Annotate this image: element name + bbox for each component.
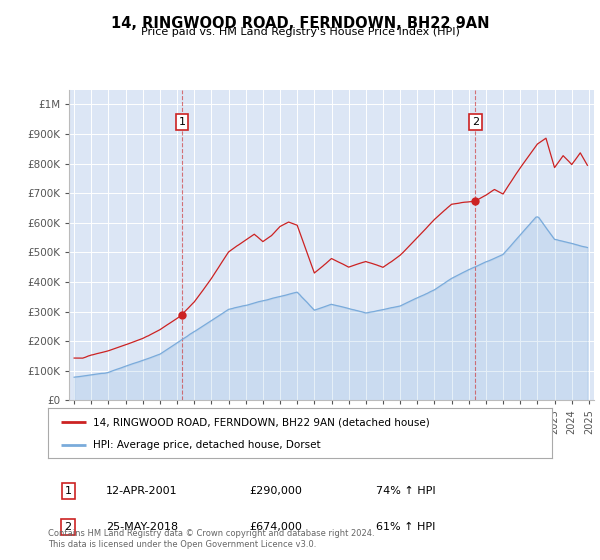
Text: 25-MAY-2018: 25-MAY-2018 xyxy=(106,522,178,533)
Text: 14, RINGWOOD ROAD, FERNDOWN, BH22 9AN: 14, RINGWOOD ROAD, FERNDOWN, BH22 9AN xyxy=(111,16,489,31)
Text: £290,000: £290,000 xyxy=(250,486,302,496)
Text: 74% ↑ HPI: 74% ↑ HPI xyxy=(376,486,435,496)
Text: 2: 2 xyxy=(472,117,479,127)
Text: 1: 1 xyxy=(178,117,185,127)
Text: Contains HM Land Registry data © Crown copyright and database right 2024.
This d: Contains HM Land Registry data © Crown c… xyxy=(48,529,374,549)
Text: £674,000: £674,000 xyxy=(250,522,302,533)
Text: HPI: Average price, detached house, Dorset: HPI: Average price, detached house, Dors… xyxy=(94,440,321,450)
Text: 14, RINGWOOD ROAD, FERNDOWN, BH22 9AN (detached house): 14, RINGWOOD ROAD, FERNDOWN, BH22 9AN (d… xyxy=(94,417,430,427)
Text: 1: 1 xyxy=(65,486,71,496)
Text: 61% ↑ HPI: 61% ↑ HPI xyxy=(376,522,435,533)
Text: Price paid vs. HM Land Registry's House Price Index (HPI): Price paid vs. HM Land Registry's House … xyxy=(140,27,460,37)
Text: 2: 2 xyxy=(65,522,72,533)
Text: 12-APR-2001: 12-APR-2001 xyxy=(106,486,178,496)
